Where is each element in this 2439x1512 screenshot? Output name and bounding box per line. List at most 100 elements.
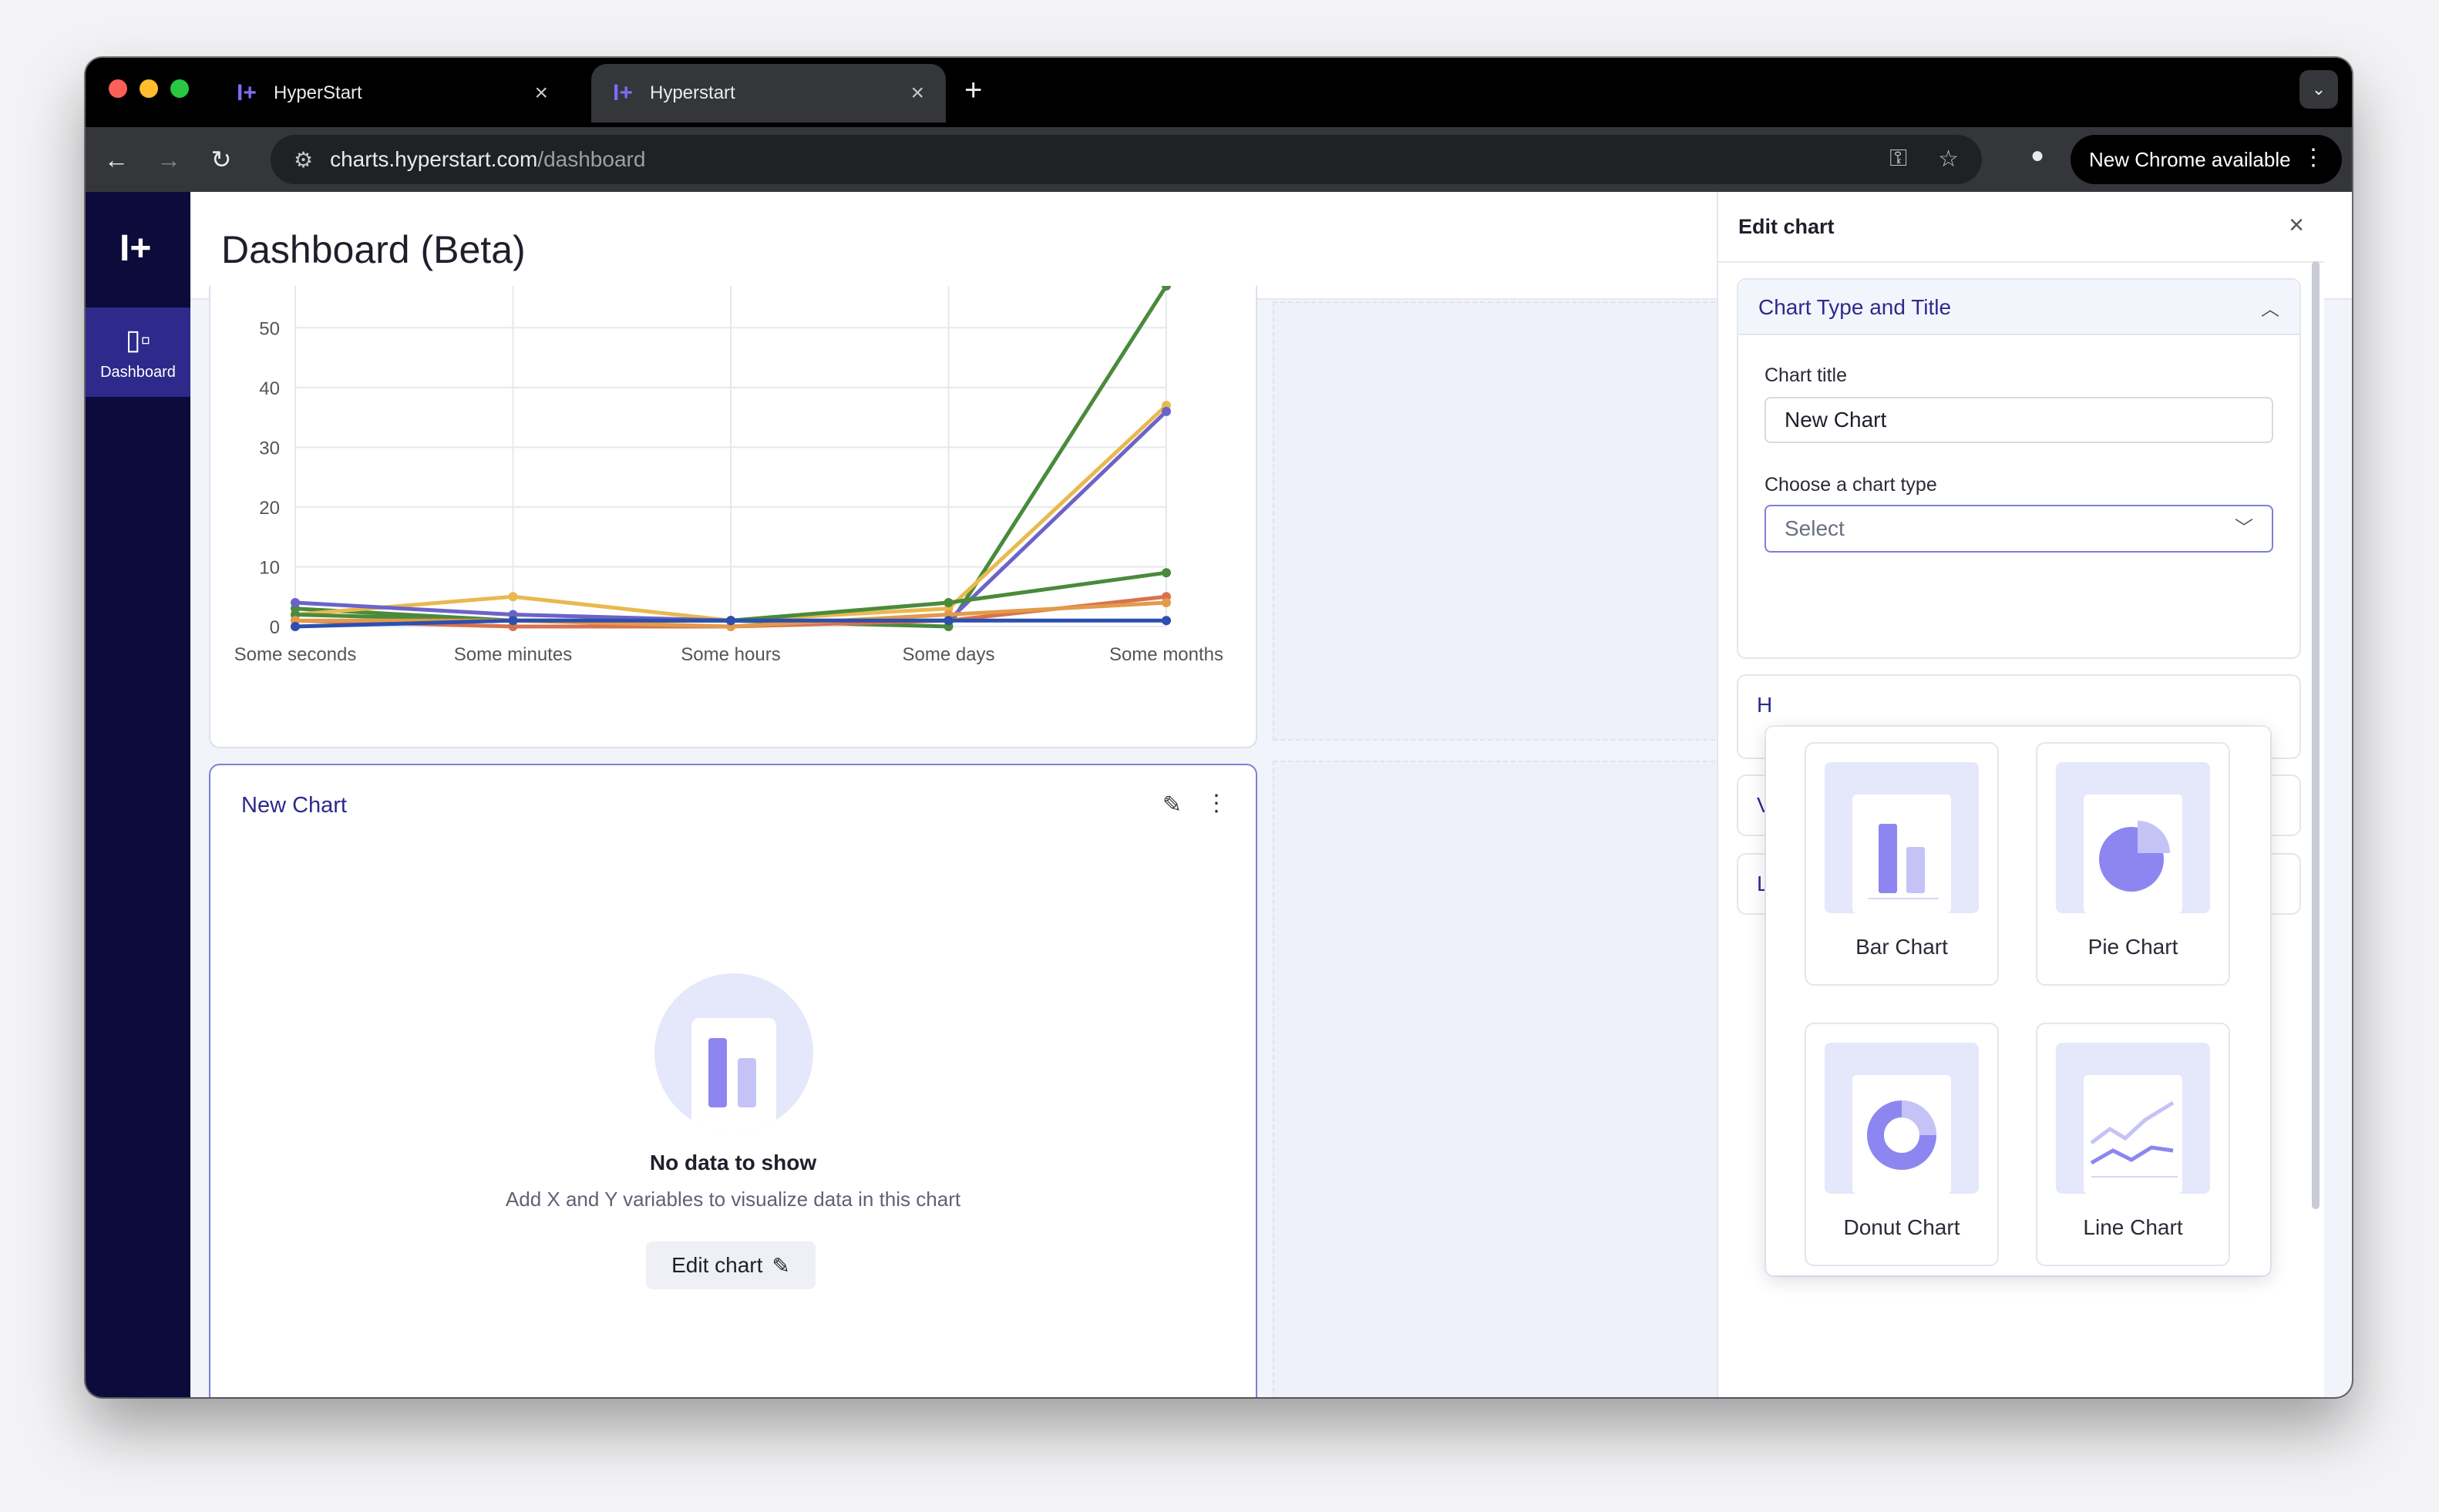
data-point [1162,286,1171,291]
option-donut-chart[interactable]: Donut Chart [1805,1023,1999,1266]
forward-icon[interactable]: → [156,146,181,173]
chart-title-input[interactable]: New Chart [1764,397,2273,443]
y-tick-label: 0 [270,617,280,638]
minimize-window-button[interactable] [140,79,158,98]
edit-chart-button[interactable]: Edit chart ✎ [646,1242,816,1289]
data-point [1162,616,1171,626]
chrome-update-button[interactable]: New Chrome available ⋮ [2071,135,2342,184]
x-tick-label: Some minutes [454,644,572,665]
empty-state-title: No data to show [649,1151,817,1174]
pencil-icon: ✎ [772,1253,790,1278]
data-point [291,622,300,631]
x-tick-label: Some months [1109,644,1223,665]
line-chart-icon [2056,1043,2210,1194]
more-menu-icon[interactable]: ⋮ [2302,145,2325,170]
section-header[interactable]: Chart Type and Title ︿ [1738,280,2299,335]
data-point [1162,406,1171,416]
url-host: charts.hyperstart.com [330,147,538,171]
tab-title: HyperStart [274,82,362,103]
site-settings-icon[interactable]: ⚙ [294,147,314,172]
hyperstart-favicon-icon: I+ [237,80,257,106]
close-icon[interactable]: × [2289,210,2304,240]
chevron-down-icon: ﹀ [2235,518,2253,539]
more-options-icon[interactable]: ⋮ [1205,791,1228,816]
update-label: New Chrome available [2089,147,2291,171]
section-title-initial: L [1757,872,1769,895]
empty-grid-slot [1273,301,1731,741]
y-tick-label: 10 [259,557,280,578]
address-bar[interactable]: ⚙ charts.hyperstart.com/dashboard ⚿ ☆ [271,135,1982,184]
new-tab-button[interactable]: + [964,73,983,107]
chart-type-dropdown: Bar Chart Pie Chart [1766,727,2270,1275]
data-point [508,592,518,602]
section-title: Chart Type and Title [1758,295,1952,319]
option-label: Donut Chart [1843,1215,1960,1239]
sidebar-item-label: Dashboard [100,363,176,381]
app-root: I+ ▯▫ Dashboard Dashboard (Beta) 🔔 H Som… [86,192,2352,1397]
back-icon[interactable]: ← [104,146,129,173]
sidebar: I+ ▯▫ Dashboard [86,192,190,1397]
panel-scrollbar[interactable] [2312,261,2320,1209]
edit-pencil-icon[interactable]: ✎ [1162,792,1182,818]
sidebar-item-dashboard[interactable]: ▯▫ Dashboard [86,307,190,397]
chart-type-select[interactable]: Select ﹀ [1764,505,2273,553]
close-tab-icon[interactable]: × [910,80,924,106]
y-tick-label: 40 [259,378,280,399]
option-pie-chart[interactable]: Pie Chart [2036,742,2230,986]
page-title: Dashboard (Beta) [221,228,526,271]
browser-toolbar: ← → ↻ ⚙ charts.hyperstart.com/dashboard … [86,127,2352,192]
data-point [944,597,954,607]
url-path: /dashboard [537,147,646,171]
password-key-icon[interactable]: ⚿ [1889,146,1908,171]
y-tick-label: 50 [259,318,280,339]
new-chart-card: New Chart ✎ ⋮ No data to show Add X and … [209,764,1257,1397]
tab-strip: I+ HyperStart × I+ Hyperstart × + ⌄ [86,58,2352,127]
option-bar-chart[interactable]: Bar Chart [1805,742,1999,986]
chart-type-title-section: Chart Type and Title ︿ Chart title New C… [1737,278,2301,659]
empty-chart-icon [654,973,813,1132]
option-label: Bar Chart [1855,935,1948,959]
hyperstart-favicon-icon: I+ [613,80,633,106]
chart-card-title: New Chart [241,793,347,818]
panel-title: Edit chart [1738,215,1835,238]
data-point [508,616,518,626]
hyperstart-logo[interactable]: I+ [119,228,152,269]
select-placeholder: Select [1785,516,1845,540]
line-chart-card: Some seconds Some minutes Some hours Some d… [209,286,1257,748]
dashboard-content: Some seconds Some minutes Some hours Some d… [190,286,2352,1397]
x-tick-label: Some seconds [234,644,357,665]
option-label: Pie Chart [2087,935,2178,959]
browser-tab-1[interactable]: I+ HyperStart × [215,64,570,123]
x-tick-label: Some days [902,644,994,665]
pie-chart-icon [2056,762,2210,913]
chevron-up-icon[interactable]: ︿ [2261,299,2279,320]
bar-chart-icon [1825,762,1979,913]
chart-title-label: Chart title [1764,365,1847,386]
section-title-initial: H [1757,693,1773,717]
data-point [1162,597,1171,607]
bookmark-star-icon[interactable]: ☆ [1938,146,1959,172]
chart-type-label: Choose a chart type [1764,474,1937,496]
browser-tab-2[interactable]: I+ Hyperstart × [591,64,946,123]
y-tick-label: 20 [259,498,280,519]
empty-state-subtitle: Add X and Y variables to visualize data … [505,1188,961,1211]
option-label: Line Chart [2083,1215,2183,1239]
tab-search-button[interactable]: ⌄ [2299,70,2338,109]
maximize-window-button[interactable] [170,79,189,98]
close-tab-icon[interactable]: × [534,80,548,106]
data-point [291,597,300,607]
profile-icon[interactable]: ● [2030,143,2045,168]
donut-chart-icon [1825,1043,1979,1194]
close-window-button[interactable] [109,79,127,98]
divider [1718,261,2324,263]
option-line-chart[interactable]: Line Chart [2036,1023,2230,1266]
empty-grid-slot [1273,761,1731,1397]
data-point [944,616,954,626]
browser-window: I+ HyperStart × I+ Hyperstart × + ⌄ ← → … [86,58,2352,1397]
line-chart: Some seconds Some minutes Some hours Some d… [234,286,1223,665]
dashboard-grid-icon: ▯▫ [125,323,151,355]
edit-chart-button-label: Edit chart [671,1253,763,1277]
data-point [726,616,735,626]
data-point [1162,568,1171,578]
reload-icon[interactable]: ↻ [210,146,232,173]
